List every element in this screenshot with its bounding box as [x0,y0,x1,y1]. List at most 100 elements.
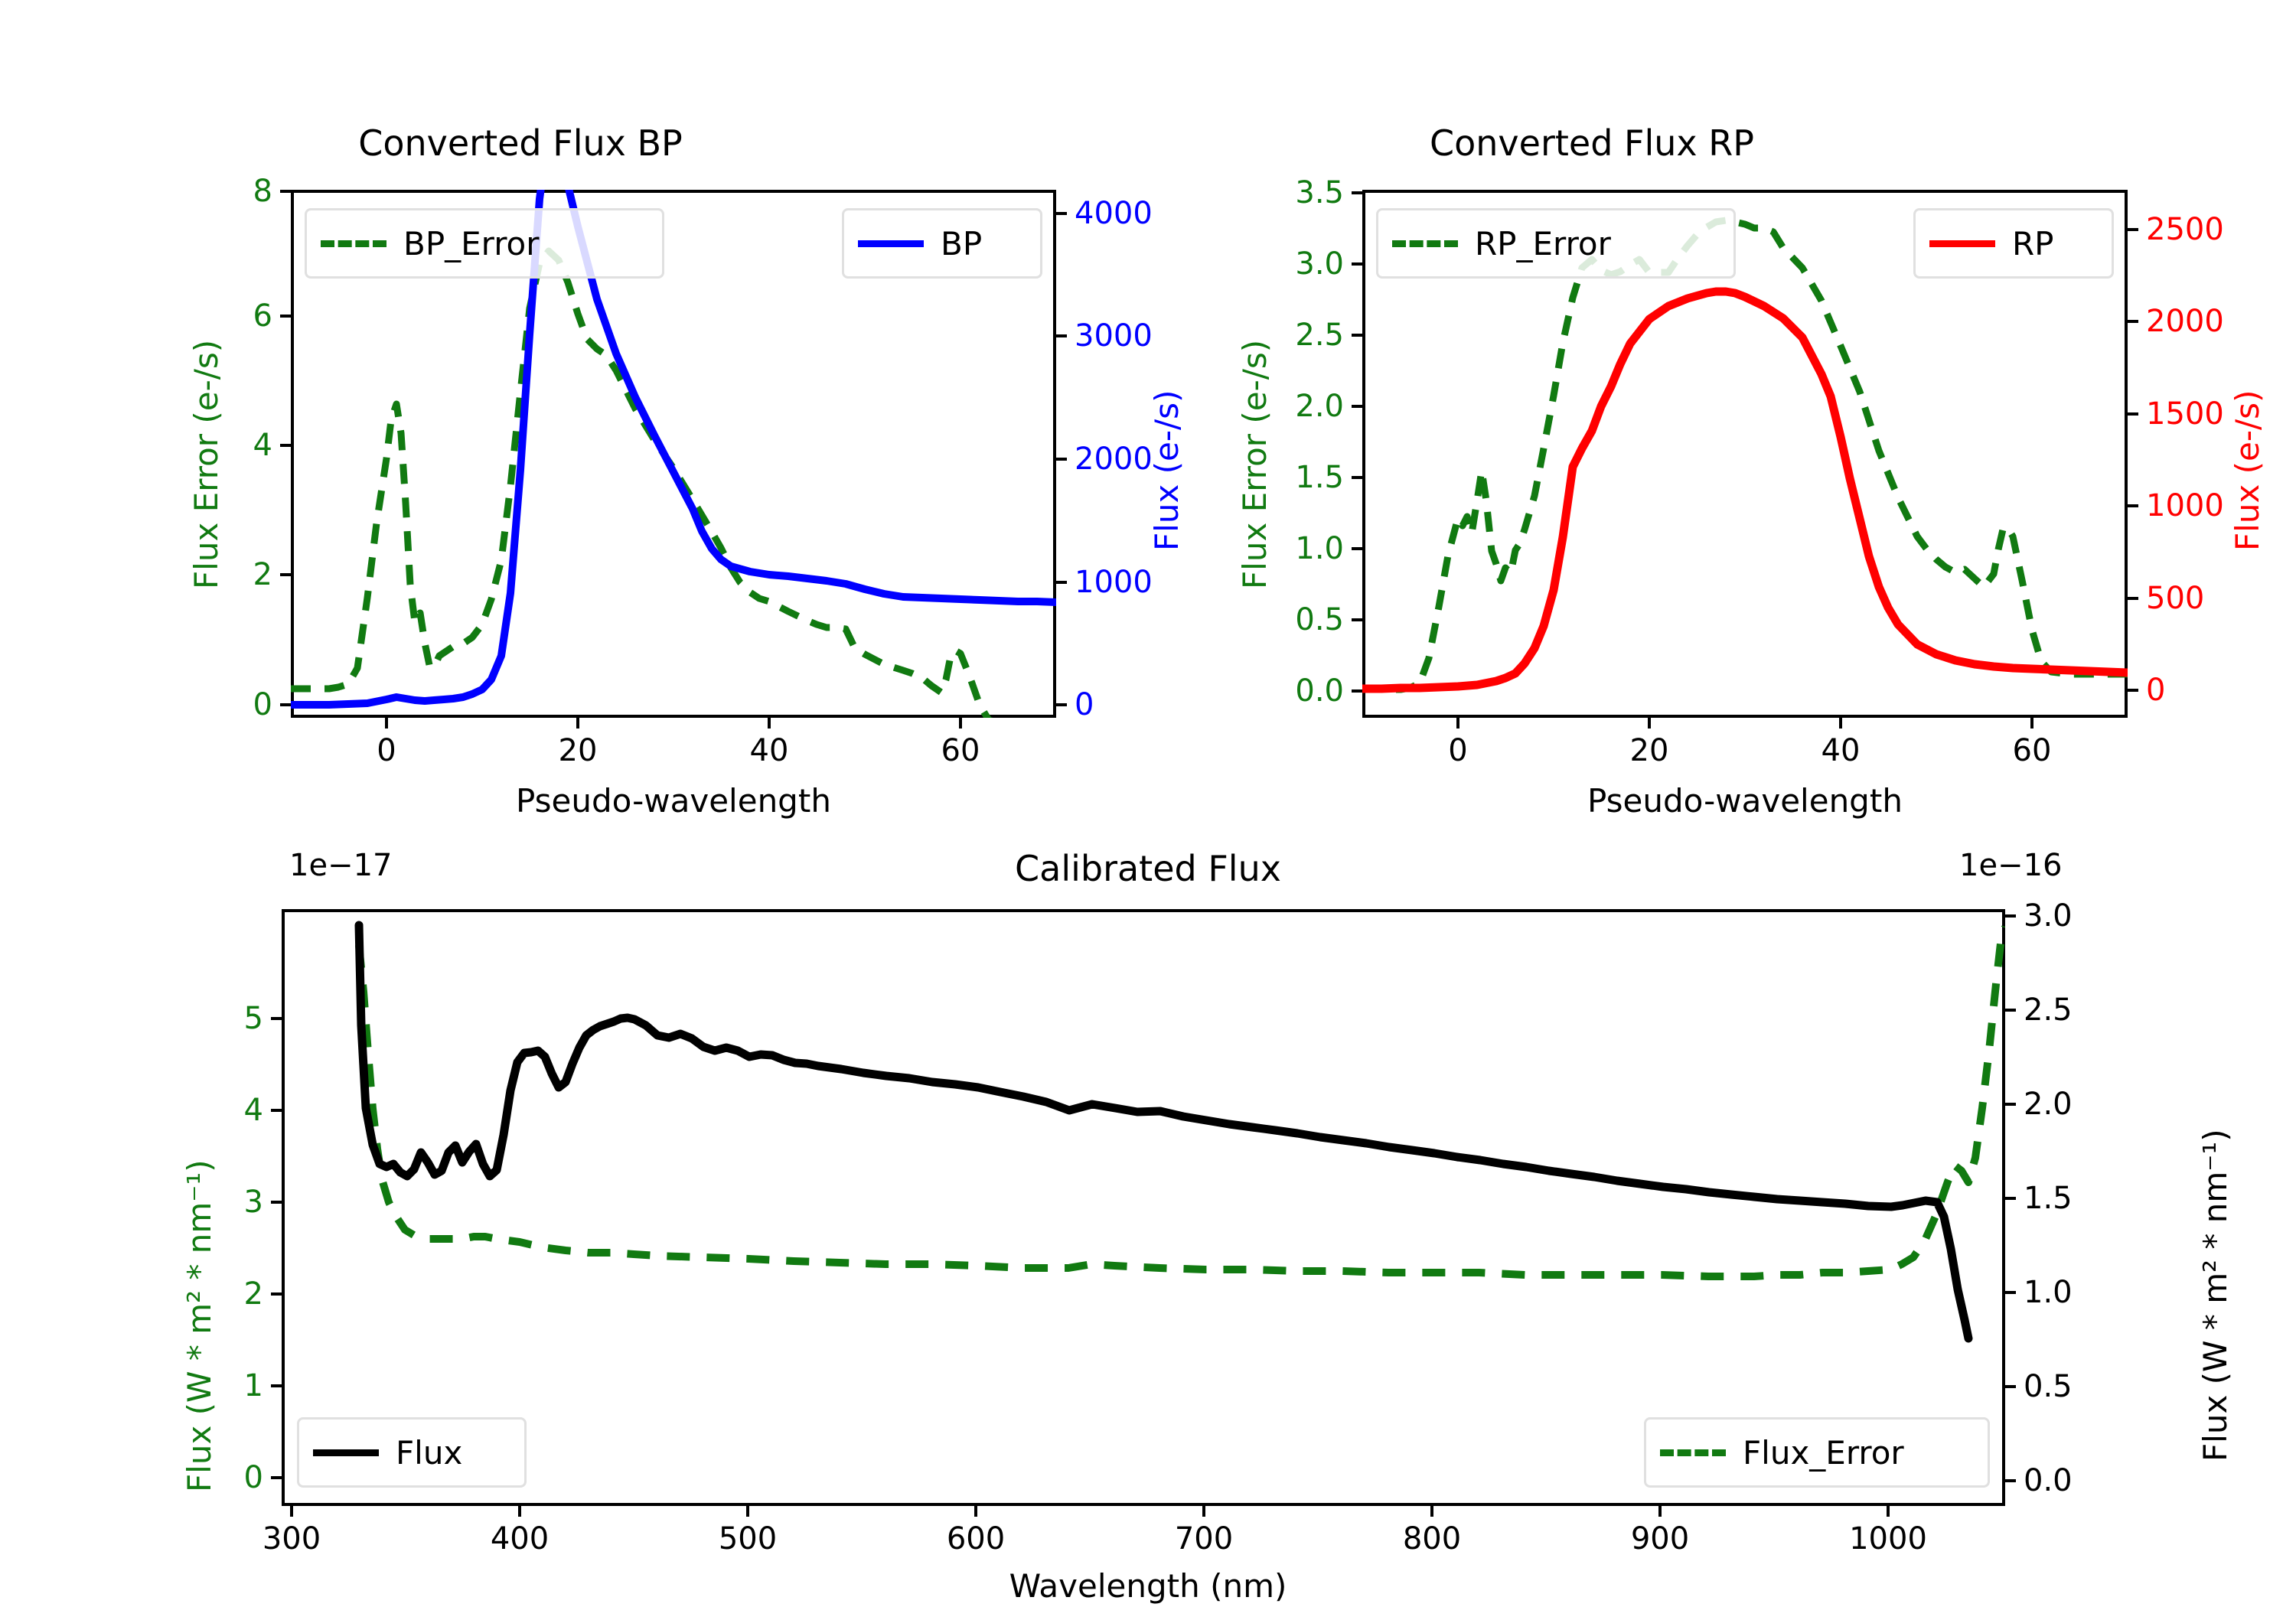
cf-ytick-right-label-05: 0.5 [2024,1369,2073,1404]
cf-xtick-label-900: 900 [1630,1521,1690,1556]
cf-ytick-left-4 [271,1109,282,1112]
rp-ytick-label-10: 1.0 [1295,531,1344,566]
rp-ytick-left-25 [1352,334,1362,337]
cf-ytick-right-10 [2005,1291,2016,1294]
rp-ytick-right-2500 [2128,228,2138,231]
rp-ytick-right-label-500: 500 [2146,581,2205,616]
rp-ytick-right-label-0: 0 [2146,673,2166,708]
rp-xtick-60 [2030,718,2033,729]
bp-xtick-label-0: 0 [377,733,396,768]
cf-ytick-left-0 [271,1476,282,1479]
rp-legend-error[interactable]: RP_Error [1376,208,1736,279]
bp-ytick-left-0 [280,703,291,706]
calibrated-axes-frame [282,909,2005,1506]
rp-ytick-right-1000 [2128,504,2138,507]
bp-ytick-right-2000 [1056,458,1067,461]
rp-legend-flux[interactable]: RP [1913,208,2114,279]
rp-xtick-label-20: 20 [1629,733,1669,768]
rp-error-legend-label: RP_Error [1475,224,1611,262]
bp-xtick-label-60: 60 [941,733,980,768]
cf-ytick-left-1 [271,1384,282,1387]
bp-ytick-left-8 [280,190,291,193]
cf-ytick-left-label-4: 4 [243,1093,263,1128]
cf-xtick-900 [1658,1506,1662,1517]
cf-ytick-left-3 [271,1201,282,1204]
bp-panel-title: Converted Flux BP [358,122,683,164]
calibrated-plot-area [354,921,2005,1343]
cf-ytick-right-20 [2005,1103,2016,1106]
rp-xtick-20 [1648,718,1651,729]
calibrated-right-offset-text: 1e−16 [1959,848,2063,883]
rp-ytick-right-500 [2128,597,2138,600]
rp-ytick-label-05: 0.5 [1295,602,1344,637]
cf-ytick-right-label-25: 2.5 [2024,993,2073,1028]
rp-ytick-left-20 [1352,405,1362,408]
rp-ytick-label-35: 3.5 [1295,175,1344,210]
bp-ytick-right-label-2000: 2000 [1075,442,1153,477]
cf-xtick-300 [290,1506,293,1517]
bp-ytick-label-2: 2 [253,557,272,592]
calibrated-flux-curve [354,921,1973,1343]
panel-calibrated-flux: Calibrated Flux 1e−17 1e−16 0 1 2 3 4 5 [0,826,2296,1607]
bp-yaxis-left-label: Flux Error (e-/s) [188,339,225,589]
bp-legend-error[interactable]: BP_Error [305,208,664,279]
rp-plot-area [1362,217,2128,693]
bp-xtick-label-40: 40 [749,733,789,768]
rp-ytick-label-20: 2.0 [1295,389,1344,424]
bp-ytick-right-label-1000: 1000 [1075,565,1153,600]
cf-ytick-left-label-2: 2 [243,1276,263,1312]
calibrated-legend-flux-error[interactable]: Flux_Error [1644,1417,1990,1488]
rp-ytick-right-0 [2128,689,2138,692]
rp-xtick-label-40: 40 [1821,733,1861,768]
rp-ytick-right-label-2000: 2000 [2146,304,2224,339]
cf-xtick-label-800: 800 [1402,1521,1462,1556]
cf-ytick-right-05 [2005,1385,2016,1388]
cf-xtick-500 [746,1506,749,1517]
cf-ytick-right-label-10: 1.0 [2024,1275,2073,1310]
rp-ytick-left-05 [1352,618,1362,621]
calibrated-flux-error-legend-label: Flux_Error [1743,1433,1904,1472]
rp-xtick-40 [1839,718,1842,729]
rp-yaxis-left-label: Flux Error (e-/s) [1236,339,1274,589]
calibrated-panel-title: Calibrated Flux [1015,848,1281,889]
bp-flux-legend-label: BP [941,224,983,262]
rp-flux-curve [1362,287,2128,693]
cf-ytick-right-15 [2005,1197,2016,1200]
bp-ytick-left-6 [280,315,291,318]
bp-plot-area [291,190,1056,718]
rp-ytick-right-label-1000: 1000 [2146,488,2224,523]
bp-error-legend-label: BP_Error [403,224,540,262]
bp-ytick-left-2 [280,573,291,576]
bp-xtick-label-20: 20 [558,733,598,768]
cf-ytick-right-label-20: 2.0 [2024,1087,2073,1122]
rp-flux-legend-label: RP [2012,224,2054,262]
bp-error-curve [291,247,993,718]
bp-legend-flux[interactable]: BP [842,208,1042,279]
calibrated-flux-error-curve [355,925,2005,1280]
cf-xtick-label-500: 500 [718,1521,778,1556]
rp-ytick-left-30 [1352,262,1362,266]
cf-ytick-left-label-3: 3 [243,1185,263,1220]
cf-xtick-label-400: 400 [490,1521,550,1556]
bp-xtick-0 [385,718,388,729]
rp-error-legend-swatch-icon [1392,240,1458,247]
cf-ytick-left-label-1: 1 [243,1368,263,1403]
rp-ytick-left-35 [1352,191,1362,194]
cf-xtick-600 [974,1506,977,1517]
rp-ytick-label-15: 1.5 [1295,460,1344,495]
rp-ytick-right-label-2500: 2500 [2146,212,2224,247]
bp-ytick-right-label-4000: 4000 [1075,196,1153,231]
cf-xtick-label-1000: 1000 [1849,1521,1927,1556]
cf-ytick-left-label-5: 5 [243,1001,263,1036]
bp-ytick-right-3000 [1056,334,1067,337]
rp-panel-title: Converted Flux RP [1430,122,1754,164]
rp-ytick-left-10 [1352,547,1362,550]
rp-ytick-right-1500 [2128,412,2138,416]
bp-ytick-right-4000 [1056,212,1067,215]
calibrated-legend-flux[interactable]: Flux [297,1417,527,1488]
bp-xtick-60 [959,718,962,729]
bp-ytick-label-6: 6 [253,298,272,334]
bp-ytick-label-4: 4 [253,428,272,463]
rp-ytick-right-label-1500: 1500 [2146,396,2224,432]
